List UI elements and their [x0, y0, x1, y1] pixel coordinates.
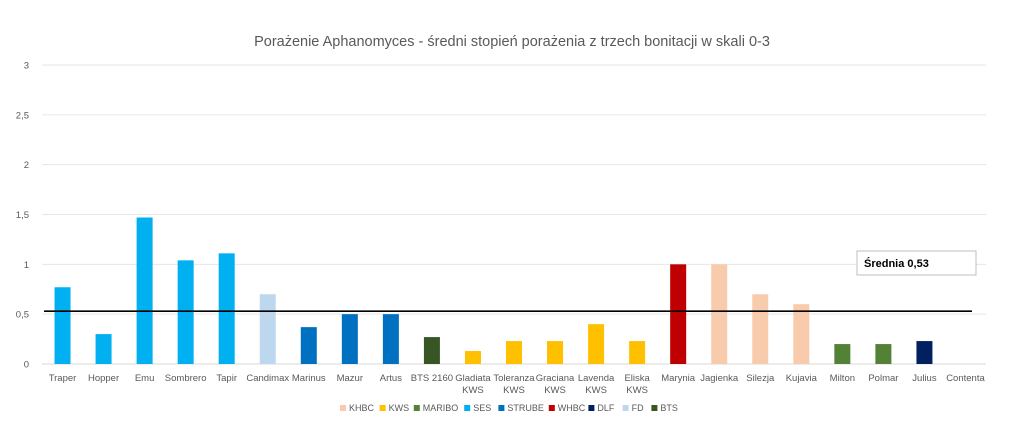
y-tick-label: 0 — [24, 360, 29, 371]
bar — [218, 253, 235, 364]
legend-label: SES — [473, 403, 491, 413]
y-tick-label: 2 — [24, 160, 29, 171]
x-tick-label: Sombrero — [165, 373, 207, 384]
bar — [54, 287, 71, 364]
x-tick-label: Julius — [912, 373, 937, 384]
bar — [464, 351, 481, 364]
y-tick-label: 2,5 — [16, 110, 29, 121]
legend-label: FD — [632, 403, 644, 413]
x-tick-label: BTS 2160 — [411, 373, 453, 384]
bar — [506, 341, 522, 364]
bar — [711, 264, 728, 364]
legend-label: BTS — [660, 403, 678, 413]
bar — [629, 341, 646, 364]
x-tick-label: Candimax — [246, 373, 289, 384]
legend-swatch — [379, 405, 386, 411]
legend-label: DLF — [597, 403, 615, 413]
x-tick-label: Mazur — [337, 373, 363, 384]
x-tick-label: Toleranza — [493, 373, 535, 384]
chart-title: Porażenie Aphanomyces - średni stopień p… — [254, 34, 770, 50]
x-tick-label: KWS — [503, 385, 525, 396]
bar — [588, 324, 605, 364]
bar — [670, 264, 687, 364]
y-tick-label: 1 — [24, 260, 29, 271]
x-tick-label: KWS — [462, 385, 484, 396]
legend-label: KHBC — [349, 403, 375, 413]
x-tick-label: Silezja — [746, 373, 775, 384]
bars — [54, 217, 933, 364]
x-tick-label: Graciana — [536, 373, 575, 384]
mean-callout: Średnia 0,53 — [856, 250, 977, 276]
legend-label: STRUBE — [507, 403, 544, 413]
bar — [259, 294, 276, 364]
bar — [752, 294, 769, 364]
x-tick-label: Traper — [49, 373, 77, 384]
x-tick-label: Marynia — [661, 373, 696, 384]
legend-swatch — [622, 405, 629, 411]
legend-swatch — [651, 405, 658, 411]
x-axis-labels: Traper Hopper Emu Sombrero Tapir Candimax Mari… — [49, 373, 986, 396]
legend-swatch — [464, 405, 471, 411]
x-tick-label: Contenta — [946, 373, 985, 384]
y-tick-label: 0,5 — [16, 310, 29, 321]
bar — [341, 314, 358, 364]
x-tick-label: KWS — [585, 385, 607, 396]
legend-swatch — [548, 405, 555, 411]
x-tick-label: Lavenda — [578, 373, 615, 384]
mean-callout-label: Średnia 0,53 — [864, 257, 929, 270]
x-tick-label: Marinus — [292, 373, 326, 384]
mean-callout-box — [856, 250, 977, 276]
bar — [95, 334, 112, 364]
legend-swatch — [413, 405, 420, 411]
x-tick-label: Emu — [135, 373, 155, 384]
bar — [382, 314, 399, 364]
bar — [875, 344, 892, 364]
x-tick-label: Jagienka — [700, 373, 739, 384]
x-tick-label: KWS — [544, 385, 566, 396]
bar — [916, 341, 933, 364]
x-tick-label: Tapir — [216, 373, 237, 384]
x-tick-label: Milton — [830, 373, 855, 384]
legend-label: MARIBO — [423, 403, 459, 413]
legend-swatch — [340, 405, 346, 411]
bar — [300, 327, 317, 364]
bar — [423, 337, 440, 364]
bar — [793, 304, 810, 364]
x-tick-label: Gladiata — [455, 373, 491, 384]
bar — [136, 217, 153, 364]
legend-swatch — [588, 405, 595, 411]
legend-swatch — [498, 405, 505, 411]
x-tick-label: Kujavia — [786, 373, 818, 384]
x-tick-label: Hopper — [88, 373, 119, 384]
y-tick-label: 3 — [24, 61, 29, 72]
legend-label: KWS — [389, 403, 410, 413]
legend: KHBC KWS MARIBO SES STRUBE WHBC DLF FD BTS — [340, 403, 678, 413]
x-tick-label: KWS — [626, 385, 648, 396]
x-tick-label: Polmar — [868, 373, 898, 384]
gridlines — [42, 64, 986, 365]
legend-label: WHBC — [558, 403, 586, 413]
x-tick-label: Artus — [380, 373, 402, 384]
bar — [547, 341, 564, 364]
y-axis-ticks: 0 0,5 1 1,5 2 2,5 3 — [16, 61, 29, 371]
x-tick-label: Eliska — [624, 373, 650, 384]
y-tick-label: 1,5 — [16, 210, 29, 221]
bar — [834, 344, 851, 364]
bar — [177, 260, 194, 364]
